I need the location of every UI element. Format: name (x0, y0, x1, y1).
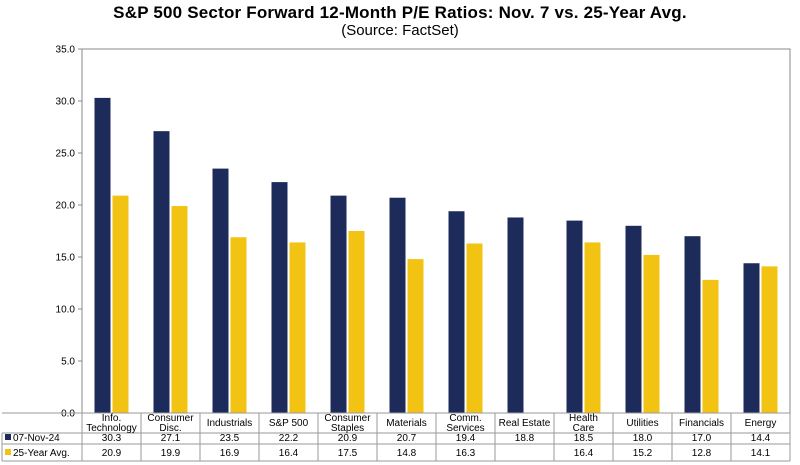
category-label: Real Estate (499, 418, 551, 429)
data-table-value: 16.4 (574, 448, 594, 459)
legend-label: 25-Year Avg. (13, 448, 70, 459)
bar-series1 (625, 225, 642, 413)
plot-frame (81, 48, 791, 414)
category-label: Energy (745, 418, 777, 429)
bar-series2 (289, 242, 306, 413)
y-tick-label: 20.0 (56, 201, 76, 212)
data-table-value: 22.2 (279, 433, 299, 444)
bar-series2 (348, 231, 365, 413)
data-table-value: 20.9 (338, 433, 358, 444)
bar-series1 (271, 182, 288, 413)
bar-series1 (507, 217, 524, 413)
y-tick-label: 35.0 (56, 45, 76, 56)
data-table-value: 16.3 (456, 448, 476, 459)
category-label: Utilities (626, 418, 658, 429)
category-label: Industrials (207, 418, 253, 429)
chart-title: S&P 500 Sector Forward 12-Month P/E Rati… (113, 3, 687, 22)
bar-series2 (466, 243, 483, 413)
bar-series1 (330, 195, 347, 413)
data-table-value: 14.8 (397, 448, 417, 459)
data-table-value: 19.9 (161, 448, 181, 459)
bar-series2 (761, 266, 778, 413)
data-table-value: 17.5 (338, 448, 358, 459)
category-label: Health Care (569, 413, 598, 434)
category-label: Consumer Staples (324, 413, 371, 434)
bar-series2 (171, 206, 188, 413)
data-table-value: 18.8 (515, 433, 535, 444)
data-table-value: 27.1 (161, 433, 181, 444)
data-table-value: 16.9 (220, 448, 240, 459)
y-tick-label: 15.0 (56, 253, 76, 264)
bar-series1 (684, 236, 701, 413)
data-table-value: 23.5 (220, 433, 240, 444)
data-table-value: 17.0 (692, 433, 712, 444)
bar-series1 (743, 263, 760, 413)
bar-series2 (584, 242, 601, 413)
bar-series1 (212, 168, 229, 413)
bar-series2 (702, 279, 719, 413)
y-tick-label: 30.0 (56, 97, 76, 108)
bar-series2 (230, 237, 247, 413)
data-table-value: 18.5 (574, 433, 594, 444)
category-label: Info. Technology (86, 413, 137, 434)
y-tick-label: 25.0 (56, 149, 76, 160)
data-table-value: 20.9 (102, 448, 122, 459)
data-table-value: 20.7 (397, 433, 417, 444)
data-table-value: 15.2 (633, 448, 653, 459)
bar-series1 (153, 131, 170, 413)
y-tick-label: 10.0 (56, 305, 76, 316)
data-table-value: 12.8 (692, 448, 712, 459)
legend-label: 07-Nov-24 (13, 433, 60, 444)
data-table-value: 18.0 (633, 433, 653, 444)
bar-series2 (643, 254, 660, 413)
bar-series1 (448, 211, 465, 413)
y-tick-label: 0.0 (61, 409, 75, 420)
legend-swatch (5, 449, 11, 455)
category-label: Financials (679, 418, 724, 429)
y-tick-label: 5.0 (61, 357, 75, 368)
bar-series2 (112, 195, 129, 413)
chart-subtitle: (Source: FactSet) (341, 22, 459, 39)
bar-series1 (389, 197, 406, 413)
data-table-value: 14.1 (751, 448, 771, 459)
data-table-value: 14.4 (751, 433, 771, 444)
category-label: Consumer Disc. (147, 413, 194, 434)
bar-series2 (407, 259, 424, 413)
category-label: S&P 500 (269, 418, 309, 429)
bar-series1 (94, 97, 111, 413)
category-label: Comm. Services (446, 413, 484, 434)
legend-swatch (5, 434, 11, 440)
category-label: Materials (386, 418, 427, 429)
data-table-value: 30.3 (102, 433, 122, 444)
bar-series1 (566, 220, 583, 413)
data-table-value: 16.4 (279, 448, 299, 459)
data-table-value: 19.4 (456, 433, 476, 444)
